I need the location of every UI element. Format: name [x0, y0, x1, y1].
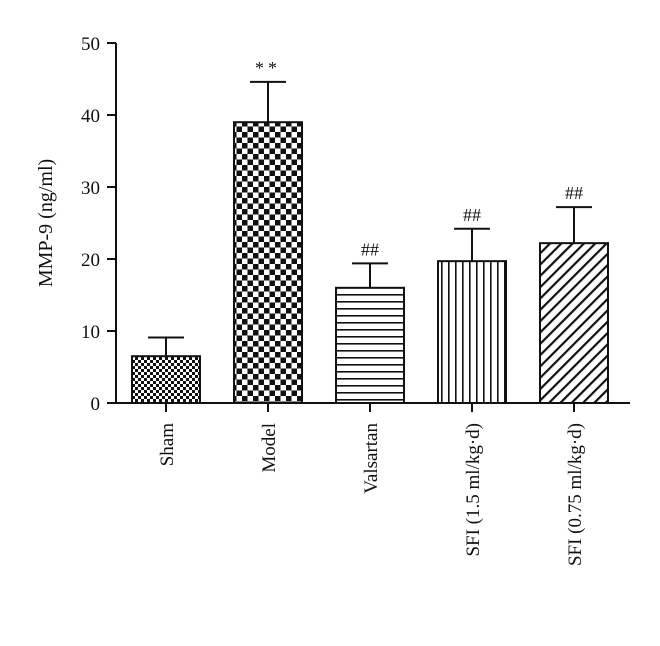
significance-annotation: ##: [361, 239, 379, 259]
bar-0: [131, 355, 201, 405]
bar-2: [335, 286, 405, 404]
y-tick-label: 20: [81, 250, 100, 271]
bar-3: [437, 260, 507, 404]
bar-4: [539, 242, 609, 404]
bars: ** ## ## ##: [131, 58, 609, 405]
y-tick-label: 40: [81, 106, 100, 127]
y-tick-label: 10: [81, 322, 100, 343]
y-tick-label: 30: [81, 178, 100, 199]
significance-annotation: ##: [565, 183, 583, 203]
y-tick-label: 0: [91, 394, 101, 415]
significance-annotation: **: [255, 58, 281, 78]
y-tick-label: 50: [81, 34, 100, 55]
y-ticks: 0 10 20 30 40 50: [81, 34, 116, 415]
x-category-label: SFI (0.75 ml/kg·d): [565, 423, 586, 566]
x-ticks: Sham Model Valsartan SFI (1.5 ml/kg·d) SFI (…: [157, 403, 586, 566]
x-category-label: Valsartan: [361, 423, 382, 494]
bar-1: [233, 121, 303, 404]
y-axis-label: MMP-9 (ng/ml): [35, 159, 57, 287]
x-category-label: Sham: [157, 423, 178, 467]
x-category-label: SFI (1.5 ml/kg·d): [463, 423, 484, 557]
significance-annotation: ##: [463, 205, 481, 225]
x-category-label: Model: [259, 423, 280, 473]
